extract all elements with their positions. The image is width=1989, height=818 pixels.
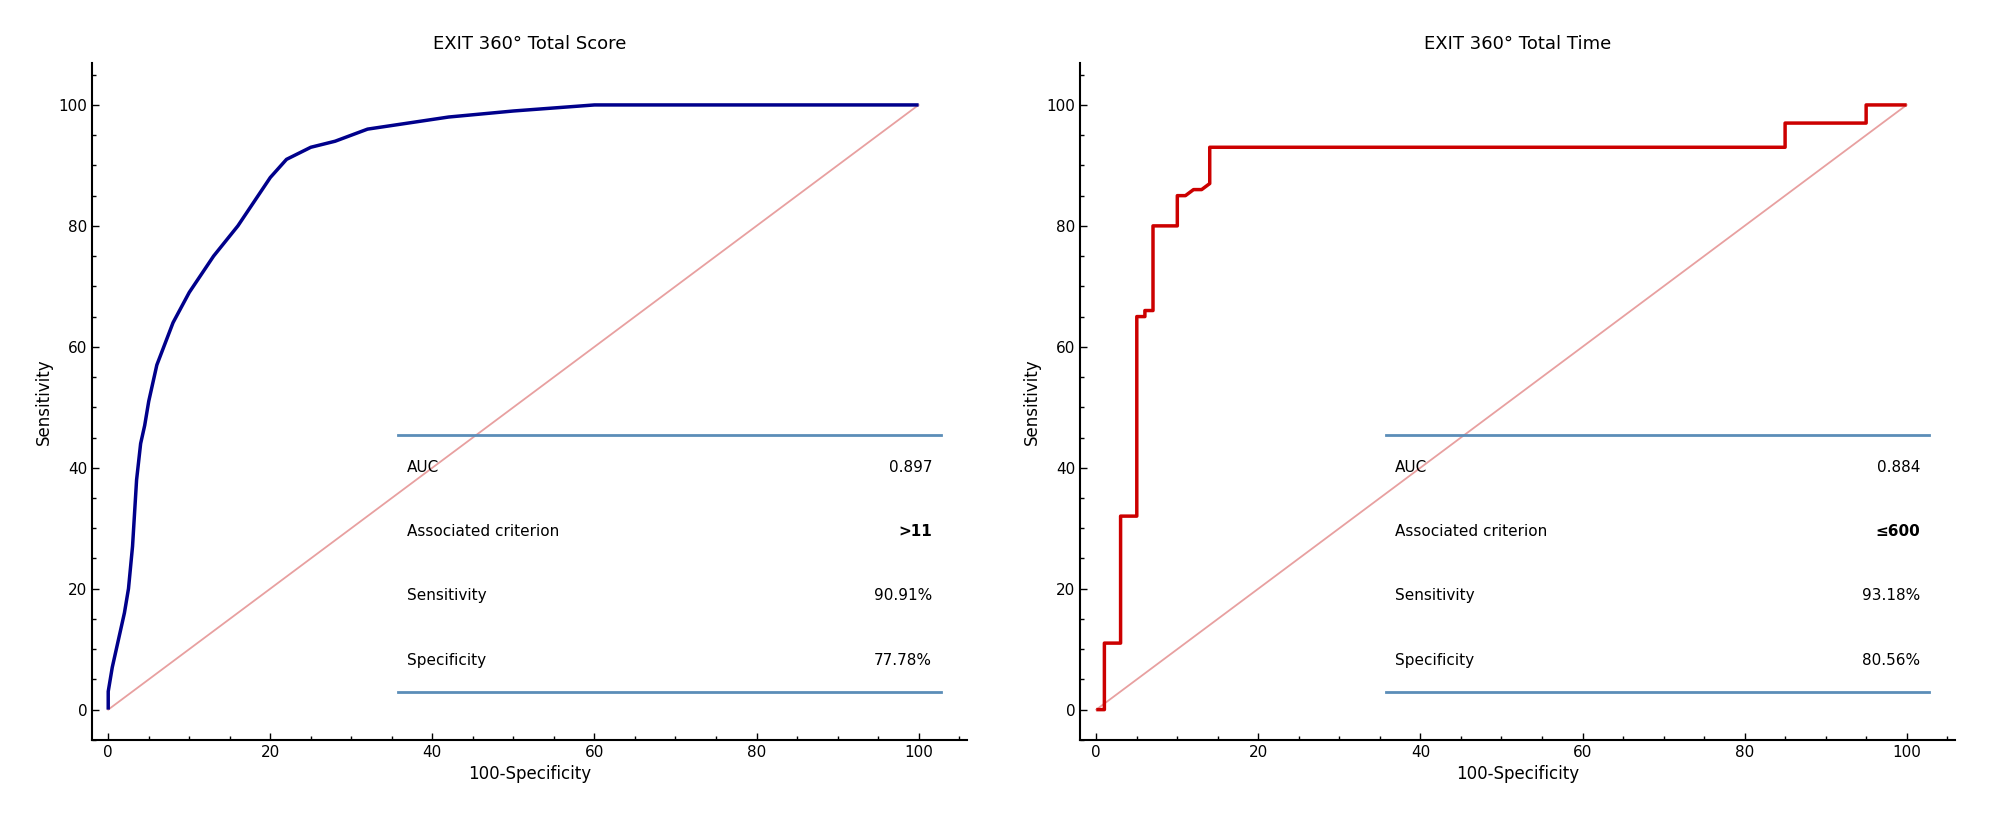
Text: Sensitivity: Sensitivity [408, 588, 487, 604]
Y-axis label: Sensitivity: Sensitivity [34, 358, 52, 444]
Text: 80.56%: 80.56% [1862, 653, 1919, 667]
Text: ≤600: ≤600 [1874, 524, 1919, 539]
Title: EXIT 360° Total Score: EXIT 360° Total Score [434, 34, 627, 52]
Text: 77.78%: 77.78% [873, 653, 931, 667]
X-axis label: 100-Specificity: 100-Specificity [467, 766, 591, 784]
Text: Specificity: Specificity [1394, 653, 1474, 667]
Text: 90.91%: 90.91% [873, 588, 931, 604]
Text: Specificity: Specificity [408, 653, 485, 667]
Text: 0.897: 0.897 [889, 460, 931, 474]
Text: 0.884: 0.884 [1876, 460, 1919, 474]
Text: AUC: AUC [408, 460, 440, 474]
Text: >11: >11 [897, 524, 931, 539]
Y-axis label: Sensitivity: Sensitivity [1022, 358, 1040, 444]
Text: Associated criterion: Associated criterion [1394, 524, 1547, 539]
Title: EXIT 360° Total Time: EXIT 360° Total Time [1424, 34, 1611, 52]
Text: Sensitivity: Sensitivity [1394, 588, 1474, 604]
Text: AUC: AUC [1394, 460, 1426, 474]
Text: Associated criterion: Associated criterion [408, 524, 559, 539]
X-axis label: 100-Specificity: 100-Specificity [1456, 766, 1579, 784]
Text: 93.18%: 93.18% [1862, 588, 1919, 604]
